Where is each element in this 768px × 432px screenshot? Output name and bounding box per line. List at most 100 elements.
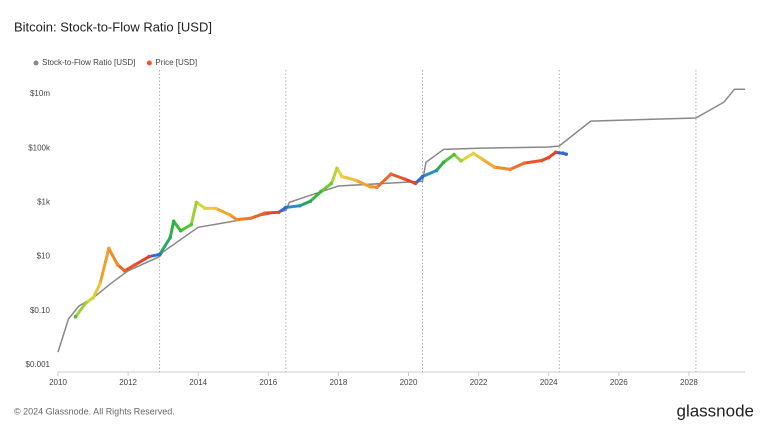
price-point (452, 152, 456, 157)
x-tick-label: 2012 (119, 378, 137, 387)
y-tick-label: $10m (30, 89, 50, 98)
price-segment (492, 165, 512, 171)
price-point (203, 206, 208, 211)
price-point (368, 184, 372, 189)
price-point (133, 262, 137, 267)
price-segment (235, 216, 253, 222)
price-segment (421, 168, 439, 179)
y-tick-label: $0.001 (26, 360, 51, 369)
price-point (308, 199, 313, 204)
brand: glassnode (676, 401, 754, 420)
price-point (171, 219, 176, 224)
price-point (335, 166, 339, 171)
price-point (340, 174, 344, 179)
price-segment (74, 301, 88, 319)
price-point (263, 211, 267, 215)
price-point (375, 185, 379, 190)
price-point (564, 152, 569, 156)
price-point (354, 178, 358, 183)
x-tick-label: 2028 (680, 378, 698, 387)
y-tick-label: $0.10 (30, 306, 51, 315)
price-point (329, 181, 334, 186)
price-point (471, 151, 476, 156)
price-point (213, 206, 218, 211)
copyright: © 2024 Glassnode. All Rights Reserved. (14, 406, 175, 416)
x-tick-label: 2022 (470, 378, 488, 387)
price-point (459, 159, 463, 163)
price-point (284, 205, 288, 210)
price-point (403, 177, 407, 181)
line (57, 88, 745, 353)
price-point (98, 281, 102, 286)
price-segment (298, 199, 312, 208)
price-point (194, 200, 199, 205)
x-tick-label: 2016 (259, 378, 277, 387)
price-point (546, 155, 551, 160)
y-tick-label: $10 (37, 252, 51, 261)
x-tick-label: 2010 (49, 378, 67, 387)
x-tick-label: 2026 (610, 378, 628, 387)
price-segment (480, 157, 496, 169)
price-point (234, 217, 239, 222)
y-tick-label: $100k (28, 143, 51, 152)
price-point (122, 268, 127, 273)
price-segment (354, 178, 372, 189)
price-point (434, 168, 439, 173)
price-point (389, 172, 393, 176)
price-point (480, 157, 484, 161)
price-point (319, 189, 323, 194)
y-tick-label: $1k (37, 197, 51, 206)
x-tick-label: 2024 (540, 378, 558, 387)
price-segment (375, 172, 393, 189)
price-segment (158, 236, 172, 256)
price-point (157, 252, 162, 257)
price-point (189, 222, 193, 227)
x-tick-label: 2014 (189, 378, 207, 387)
price-segment (284, 204, 302, 209)
legend-marker (33, 60, 39, 66)
price-point (248, 216, 253, 221)
price-point (107, 246, 111, 251)
price-segment (123, 263, 137, 273)
price-segment (442, 153, 456, 164)
price-segment (508, 161, 526, 171)
price-segment (214, 206, 232, 217)
price-point (420, 174, 425, 179)
legend-label: Price [USD] (155, 58, 197, 67)
price-segment (107, 246, 120, 267)
price-point (73, 315, 78, 319)
price-segment (189, 200, 198, 227)
price-point (91, 296, 95, 300)
price-point (539, 158, 544, 163)
price-point (298, 203, 302, 208)
price-segment (133, 255, 151, 267)
price-segment (403, 177, 418, 185)
price-point (84, 300, 88, 305)
price-segment (172, 219, 183, 233)
price-segment (179, 223, 193, 233)
price-point (115, 262, 120, 267)
price-point (413, 181, 418, 186)
x-tick-label: 2020 (400, 378, 418, 387)
price-point (441, 160, 446, 165)
price-point (147, 254, 151, 259)
price-segment (91, 282, 102, 300)
price-point (227, 212, 232, 217)
legend-label: Stock-to-Flow Ratio [USD] (42, 58, 135, 67)
price-segment (319, 181, 333, 194)
price-point (178, 228, 183, 233)
price-segment (249, 211, 267, 220)
price-point (168, 235, 172, 240)
price-segment (389, 172, 407, 181)
price-segment (522, 159, 544, 165)
price-point (560, 151, 565, 156)
price-segment (168, 219, 176, 240)
price-point (553, 150, 558, 155)
price-segment (98, 246, 111, 286)
price-segment (329, 166, 339, 185)
price-point (508, 167, 512, 172)
x-tick-label: 2018 (330, 378, 348, 387)
price-point (277, 210, 281, 215)
price-segment (308, 190, 323, 203)
